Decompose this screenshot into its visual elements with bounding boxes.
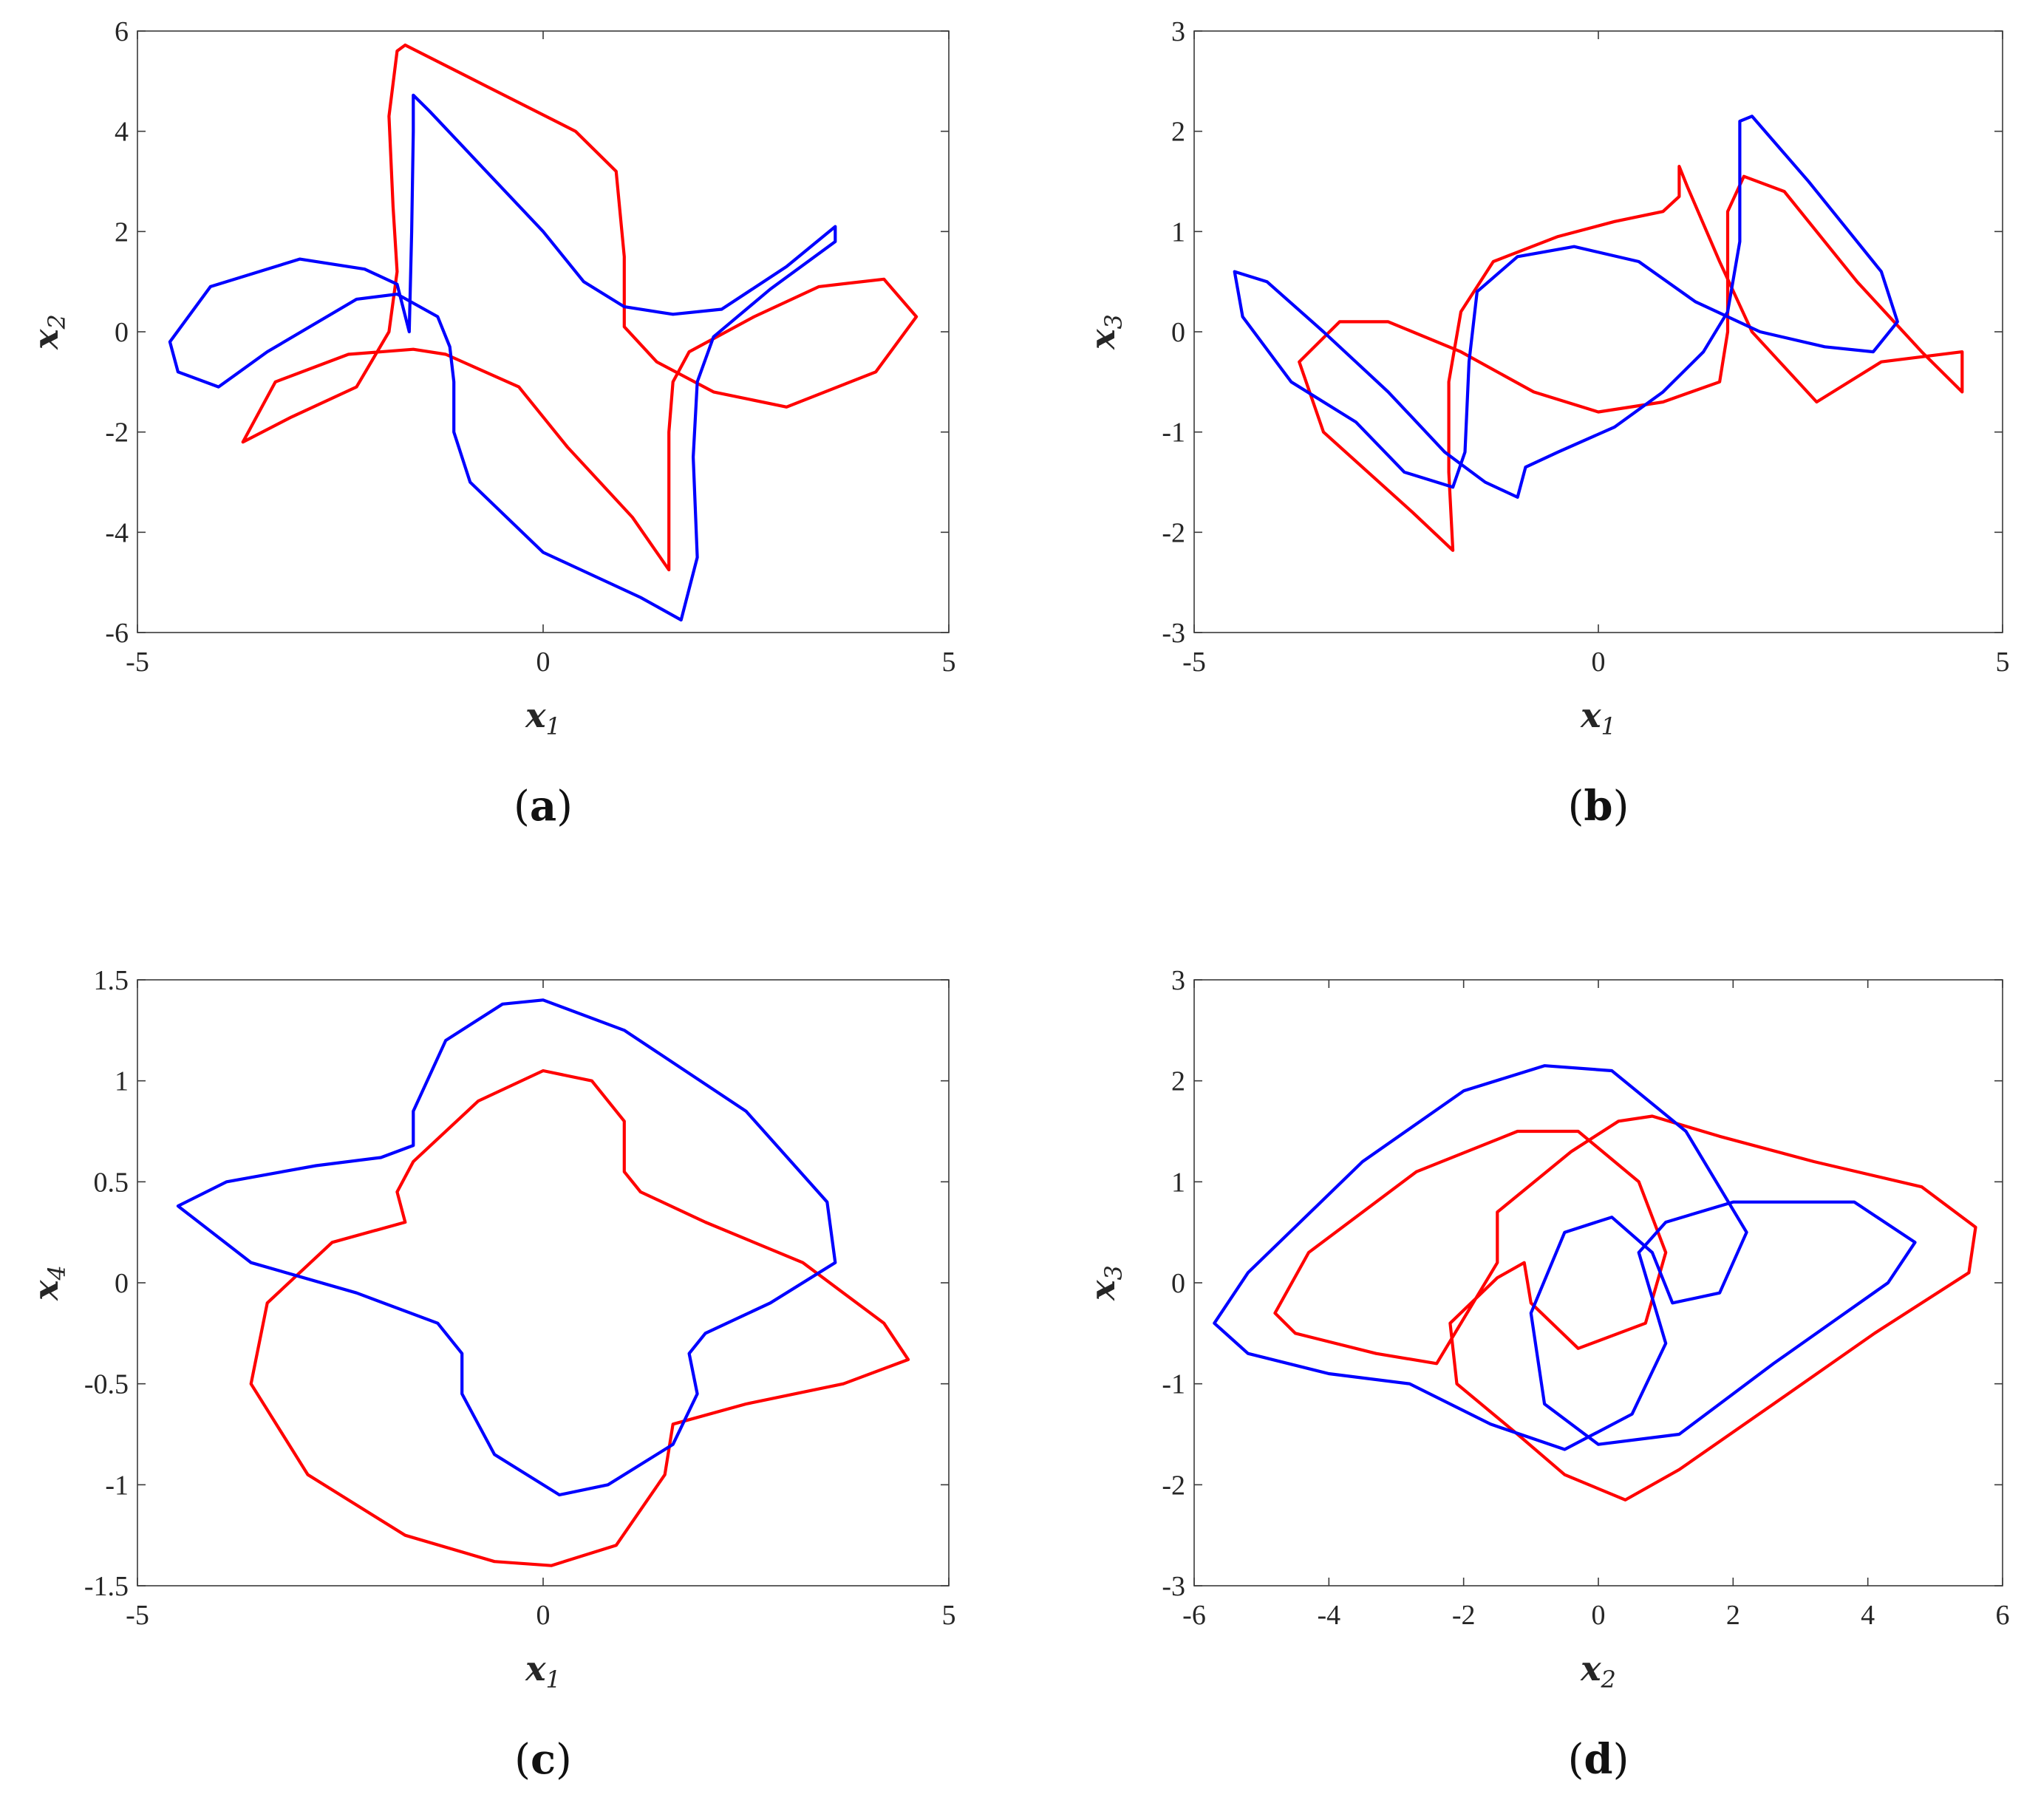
y-tick-label: -2 [1162, 517, 1185, 548]
y-tick-label: 4 [115, 117, 129, 148]
panel-caption: (d) [1568, 1735, 1629, 1784]
x-axis-label: x1 [525, 1649, 561, 1694]
y-tick-label: -1 [1162, 1369, 1185, 1400]
x-tick-label: 0 [1592, 1600, 1606, 1631]
x-tick-label: 0 [1592, 647, 1606, 678]
axes-frame [137, 30, 950, 633]
y-tick-label: -4 [105, 517, 129, 548]
x-tick-label: 6 [1996, 1600, 2010, 1631]
y-tick-label: -2 [1162, 1470, 1185, 1501]
y-tick-label: -1 [105, 1470, 129, 1501]
y-tick-label: -1.5 [84, 1571, 129, 1602]
y-tick-label: 0 [1171, 1268, 1185, 1299]
x-tick-label: 2 [1726, 1600, 1740, 1631]
series-line-red [249, 1069, 910, 1567]
panel-d: -6 -4 -2 0 2 4 6 -3 -2 -1 0 1 2 3 x2 x3 (d) [1083, 965, 2010, 1784]
y-tick-label: 1 [1171, 1167, 1185, 1198]
series-line-red [241, 43, 919, 572]
x-tick-label: 5 [1996, 647, 2010, 678]
x-tick-label: 4 [1861, 1600, 1875, 1631]
y-axis-label: x3 [1083, 314, 1128, 350]
y-tick-label: 1 [1171, 217, 1185, 248]
y-tick-label: 0 [115, 317, 129, 348]
panel-caption: (c) [514, 1735, 572, 1784]
y-tick-label: 1 [115, 1066, 129, 1097]
x-tick-label: -5 [126, 647, 149, 678]
y-tick-label: 2 [115, 217, 129, 248]
y-tick-label: 3 [1171, 16, 1185, 47]
panel-c: -5 0 5 -1.5 -1 -0.5 0 0.5 1 1.5 x1 x4 (c) [26, 965, 956, 1784]
y-axis-label: x2 [26, 314, 71, 350]
x-tick-label: -2 [1452, 1600, 1476, 1631]
panel-caption: (a) [514, 782, 573, 831]
panel-caption: (b) [1568, 782, 1629, 831]
y-tick-label: -0.5 [84, 1369, 129, 1400]
series-line-blue [1213, 1064, 1917, 1451]
y-tick-label: -3 [1162, 618, 1185, 649]
x-tick-label: 5 [942, 1600, 956, 1631]
series-line-blue [168, 93, 837, 622]
y-tick-label: -3 [1162, 1571, 1185, 1602]
x-tick-label: -4 [1318, 1600, 1341, 1631]
x-axis-label: x2 [1580, 1649, 1616, 1694]
series-line-red [1273, 1114, 1977, 1502]
series-line-blue [1233, 115, 1899, 499]
y-axis-label: x3 [1083, 1265, 1128, 1301]
x-axis-label: x1 [1580, 695, 1616, 740]
y-tick-label: -1 [1162, 417, 1185, 449]
x-tick-label: 5 [942, 647, 956, 678]
y-tick-label: 2 [1171, 117, 1185, 148]
x-tick-label: -5 [1182, 647, 1206, 678]
y-tick-label: 1.5 [94, 965, 129, 996]
x-tick-label: 0 [536, 1600, 551, 1631]
panel-b: -5 0 5 -3 -2 -1 0 1 2 3 x1 x3 (b) [1083, 16, 2010, 831]
y-tick-label: 0 [115, 1268, 129, 1299]
x-tick-label: 0 [536, 647, 551, 678]
x-tick-label: -6 [1182, 1600, 1206, 1631]
y-tick-label: -6 [105, 618, 129, 649]
axes-frame [1193, 30, 2003, 633]
y-tick-label: 0 [1171, 317, 1185, 348]
y-tick-label: 0.5 [94, 1167, 129, 1198]
x-axis-label: x1 [525, 695, 561, 740]
series-line-red [1298, 165, 1964, 552]
y-axis-label: x4 [26, 1265, 71, 1301]
panel-a: -5 0 5 -6 -4 -2 0 2 4 6 x1 x2 (a) [26, 16, 956, 831]
y-tick-label: 2 [1171, 1066, 1185, 1097]
x-tick-label: -5 [126, 1600, 149, 1631]
series-line-blue [176, 998, 837, 1497]
y-tick-label: -2 [105, 417, 129, 449]
y-tick-label: 6 [115, 16, 129, 47]
y-tick-label: 3 [1171, 965, 1185, 996]
